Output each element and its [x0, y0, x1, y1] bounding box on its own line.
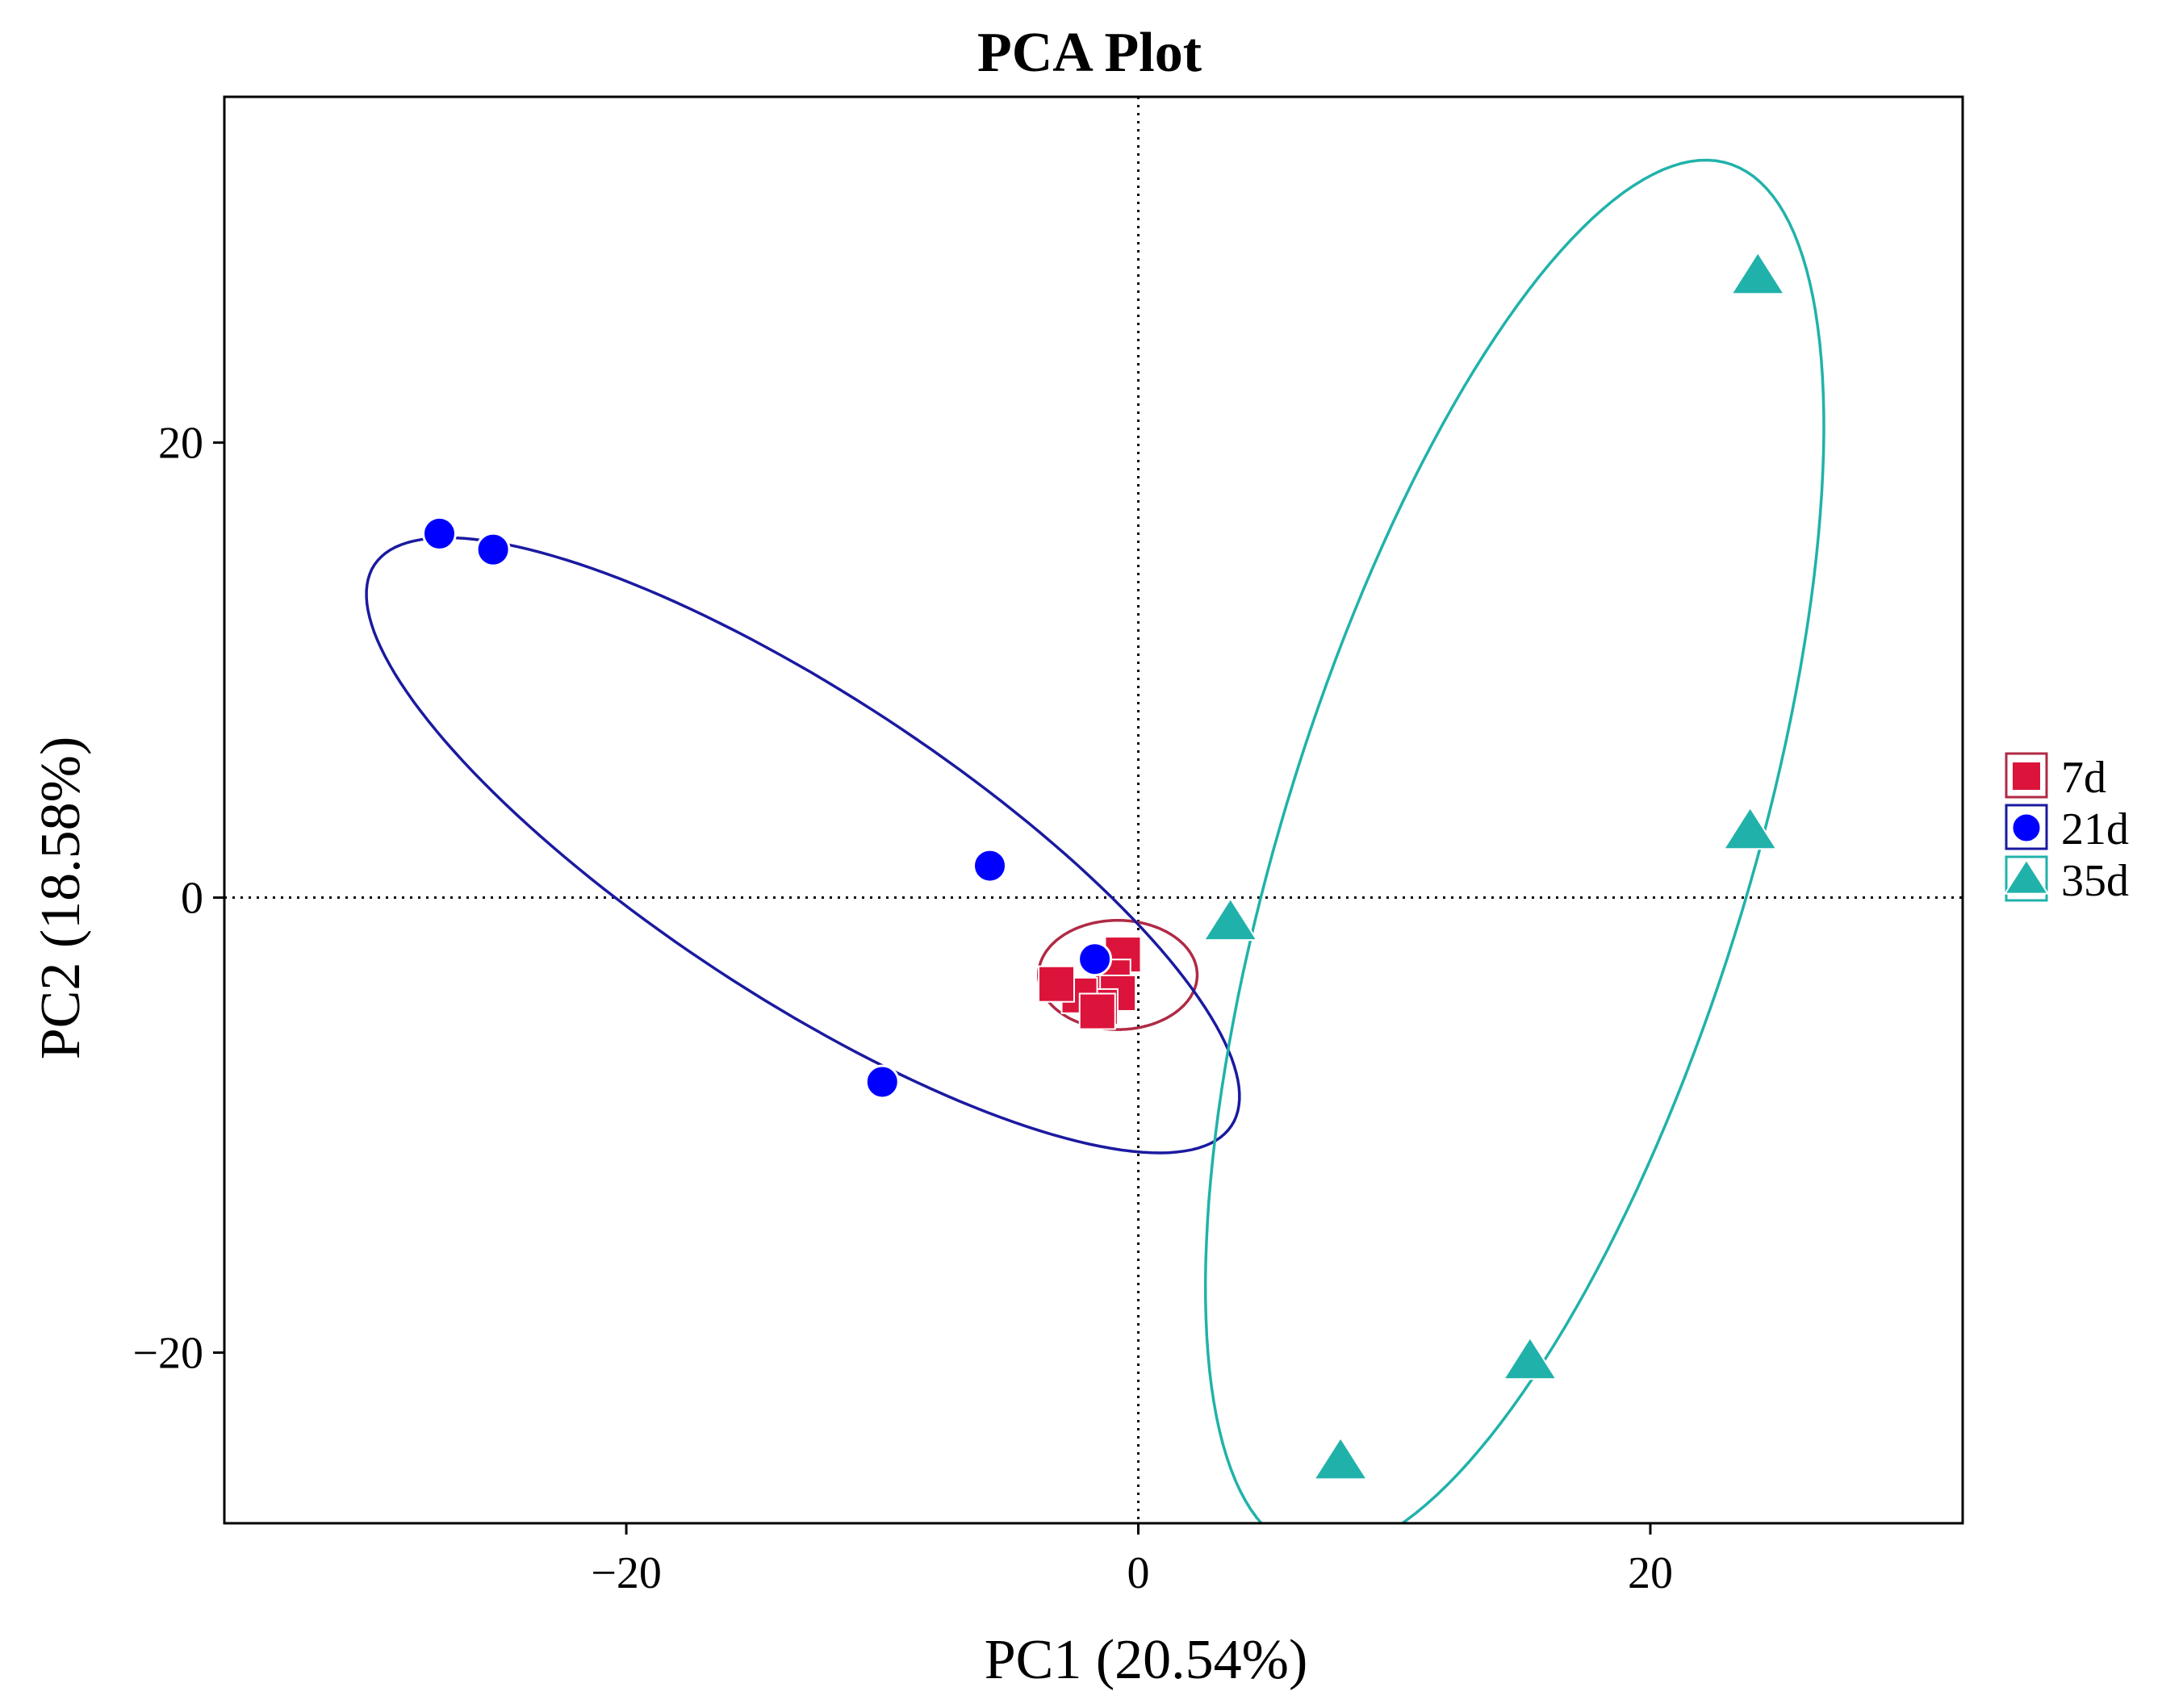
- point-35d-1: [1729, 251, 1786, 295]
- chart-title: PCA Plot: [977, 22, 1202, 84]
- point-21d-4: [1077, 942, 1113, 977]
- plot-border: [223, 95, 1964, 1525]
- legend-label-35d: 35d: [2061, 856, 2129, 906]
- y-axis-label: PC2 (18.58%): [30, 737, 92, 1060]
- point-35d-2: [1722, 806, 1779, 850]
- point-21d-3: [972, 848, 1008, 883]
- legend-marker-35d: [2003, 858, 2050, 895]
- point-21d-1: [421, 516, 457, 551]
- y-tick-label-2: 0: [181, 874, 203, 924]
- point-21d-2: [475, 532, 511, 567]
- plot-layer: −20 0 20 −20 0 20: [132, 95, 1964, 1598]
- ellipse-21d: [365, 536, 1241, 1155]
- legend-label-21d: 21d: [2061, 804, 2129, 854]
- ellipse-35d: [1203, 158, 1825, 1523]
- y-tick-label-1: −20: [132, 1329, 203, 1379]
- x-tick-label-2: 0: [1127, 1548, 1150, 1598]
- ellipse-group: [365, 158, 1825, 1523]
- point-35d-5: [1312, 1436, 1369, 1480]
- legend-marker-21d: [2010, 812, 2043, 844]
- x-tick-label-3: 20: [1628, 1548, 1673, 1598]
- point-35d-3: [1202, 896, 1259, 942]
- point-7d-6: [1038, 965, 1076, 1003]
- x-axis-label: PC1 (20.54%): [985, 1629, 1308, 1691]
- point-35d-4: [1502, 1336, 1558, 1380]
- point-21d-5: [864, 1064, 900, 1100]
- legend-marker-7d: [2011, 761, 2042, 791]
- point-7d-7: [1078, 992, 1116, 1030]
- x-tick-label-1: −20: [591, 1548, 662, 1598]
- legend-label-7d: 7d: [2061, 753, 2106, 803]
- y-tick-label-3: 20: [158, 419, 203, 469]
